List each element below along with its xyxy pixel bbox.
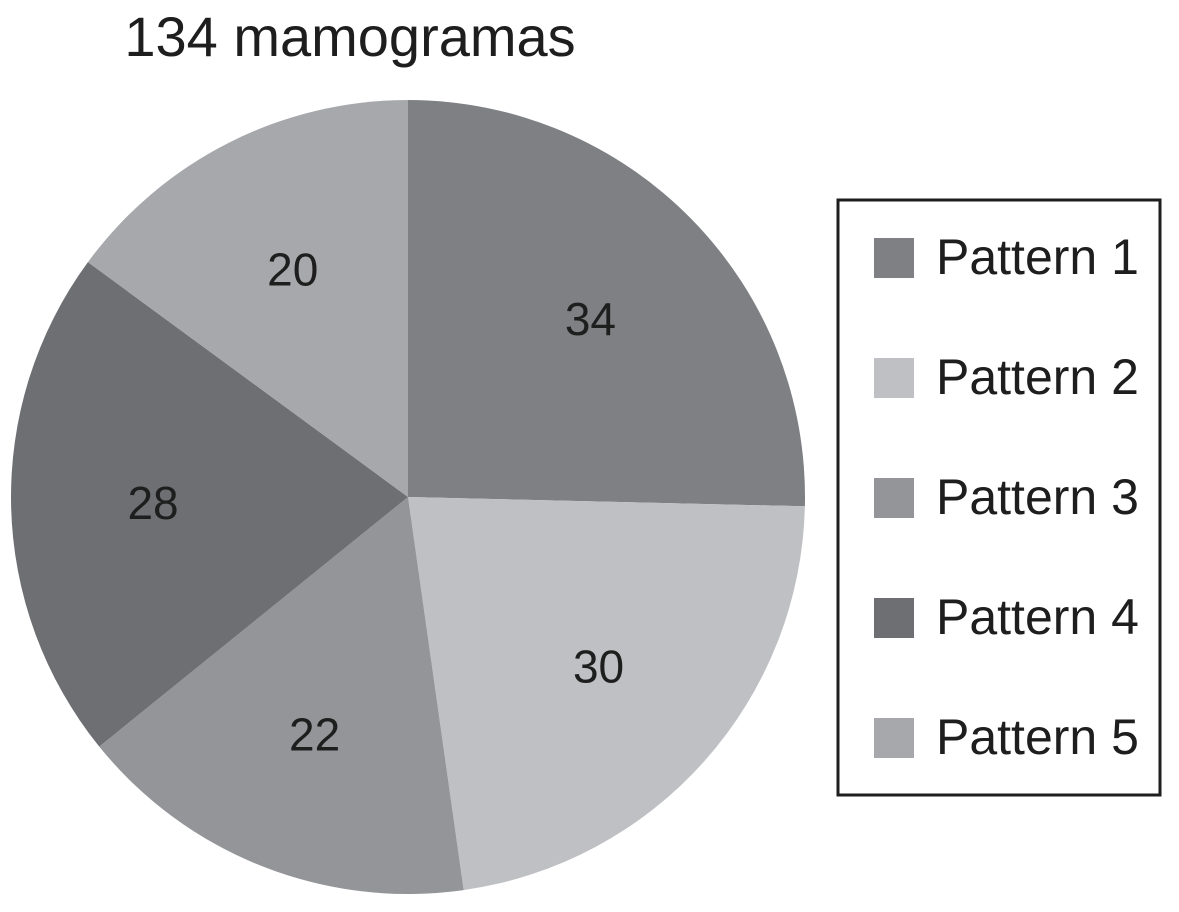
slice-value-label-5: 20: [267, 244, 318, 296]
slice-value-label-3: 22: [289, 708, 340, 760]
legend-label-1: Pattern 1: [936, 229, 1139, 285]
pie-slice-3: [99, 497, 464, 894]
slice-value-label-4: 28: [127, 477, 178, 529]
slice-value-label-2: 30: [573, 640, 624, 692]
pie-slice-4: [10, 262, 408, 747]
pie-slice-labels: 34 30 22 28 20: [127, 244, 624, 761]
legend-label-5: Pattern 5: [936, 709, 1139, 765]
slice-value-label-1: 34: [565, 293, 616, 345]
pie-slice-2: [408, 497, 805, 891]
legend-label-3: Pattern 3: [936, 469, 1139, 525]
pie-slices: [10, 99, 805, 894]
legend-swatch-4: [874, 598, 914, 638]
legend-label-2: Pattern 2: [936, 349, 1139, 405]
pie-slice-1: [408, 100, 805, 507]
chart-title: 134 mamogramas: [124, 5, 575, 68]
legend: Pattern 1 Pattern 2 Pattern 3 Pattern 4 Patt…: [836, 198, 1162, 797]
legend-label-4: Pattern 4: [936, 589, 1139, 645]
legend-swatch-5: [874, 718, 914, 758]
legend-items: Pattern 1 Pattern 2 Pattern 3 Pattern 4 Patt…: [874, 229, 1139, 765]
legend-swatch-2: [874, 358, 914, 398]
pie-slice-5: [87, 99, 409, 497]
legend-swatch-3: [874, 478, 914, 518]
legend-swatch-1: [874, 238, 914, 278]
